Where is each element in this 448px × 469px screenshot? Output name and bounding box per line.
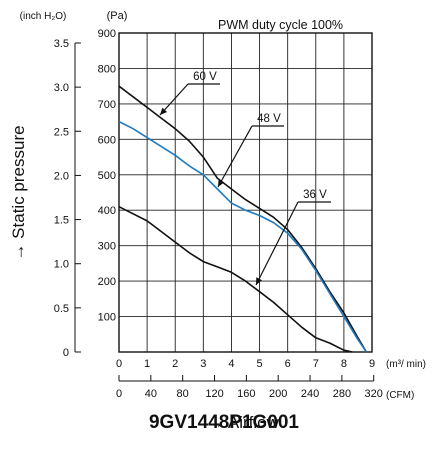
plot-frame <box>118 32 373 353</box>
y-axis-title: → Static pressure <box>9 125 28 260</box>
y2-unit-label: (inch H₂O) <box>20 11 67 22</box>
x-tick-labels: 0 1 2 3 4 5 6 7 8 9 <box>116 358 375 370</box>
series-line-60v <box>118 85 368 353</box>
x-tick-label: 3 <box>200 358 206 370</box>
y-unit-label: (Pa) <box>107 10 128 22</box>
x2-tick-label: 280 <box>333 388 351 400</box>
y-tick-labels: 100 200 300 400 500 600 700 800 900 <box>98 28 116 324</box>
x-tick-label: 0 <box>116 358 122 370</box>
x-tick-label: 4 <box>228 358 234 370</box>
y2-tick-label: 3.5 <box>54 38 69 50</box>
x2-tick-label: 40 <box>145 388 157 400</box>
x-axis-title: → Airflow <box>207 413 280 432</box>
series-callouts: 60 V 48 V 36 V <box>159 71 331 286</box>
x-tick-label: 7 <box>313 358 319 370</box>
chart-series <box>118 85 368 353</box>
series-label-48v: 48 V <box>257 113 281 125</box>
callout-arrowhead-36v <box>256 277 262 285</box>
callout-leader-48v <box>217 125 253 188</box>
x2-tick-labels: 0 40 80 120 160 200 240 280 320 <box>116 388 383 400</box>
y-tick-label: 400 <box>98 205 116 217</box>
callout-leader-36v <box>255 201 299 286</box>
y2-tick-labels: 0 0.5 1.0 1.5 2.0 2.5 3.0 3.5 <box>54 38 69 359</box>
series-line-48v <box>118 120 368 353</box>
x-tick-label: 1 <box>144 358 150 370</box>
x2-tick-label: 320 <box>365 388 383 400</box>
x2-unit-label: (CFM) <box>386 390 414 401</box>
x2-tick-label: 120 <box>205 388 223 400</box>
chart-axes <box>74 32 375 382</box>
y2-tick-label: 2.5 <box>54 126 69 138</box>
x2-tick-label: 160 <box>237 388 255 400</box>
x2-tick-label: 0 <box>116 388 122 400</box>
y-tick-label: 100 <box>98 312 116 324</box>
x2-tick-label: 200 <box>269 388 287 400</box>
chart-title: PWM duty cycle 100% <box>218 18 343 32</box>
x-tick-label: 6 <box>285 358 291 370</box>
y-tick-label: 200 <box>98 276 116 288</box>
y2-tick-label: 1.0 <box>54 259 69 271</box>
x-tick-label: 5 <box>256 358 262 370</box>
y-tick-label: 800 <box>98 63 116 75</box>
model-number: 9GV1448P1G001 <box>148 412 299 433</box>
x2-tick-label: 80 <box>177 388 189 400</box>
callout-arrowhead-48v <box>218 179 225 187</box>
y-tick-label: 900 <box>98 28 116 40</box>
y-tick-label: 500 <box>98 170 116 182</box>
y-tick-label: 300 <box>98 241 116 253</box>
series-label-36v: 36 V <box>303 189 327 201</box>
x-tick-label: 9 <box>369 358 375 370</box>
series-line-36v <box>118 205 353 353</box>
y-tick-label: 600 <box>98 134 116 146</box>
y2-tick-label: 0 <box>63 347 69 359</box>
y-tick-label: 700 <box>98 99 116 111</box>
x2-tick-label: 240 <box>301 388 319 400</box>
chart-grid <box>119 33 372 352</box>
y2-tick-label: 3.0 <box>54 82 69 94</box>
series-label-60v: 60 V <box>193 71 217 83</box>
y2-tick-label: 1.5 <box>54 215 69 227</box>
x-tick-label: 2 <box>172 358 178 370</box>
y2-tick-label: 2.0 <box>54 170 69 182</box>
x-unit-label: (m³/ min) <box>386 359 426 370</box>
y2-tick-label: 0.5 <box>54 303 69 315</box>
callout-arrowhead-60v <box>160 107 168 115</box>
x-tick-label: 8 <box>341 358 347 370</box>
